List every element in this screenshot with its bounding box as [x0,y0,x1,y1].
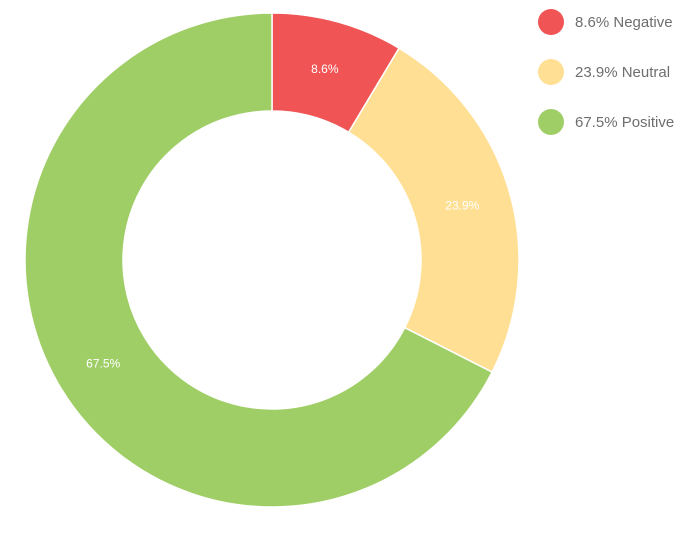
legend-swatch-negative [538,9,564,35]
legend-item-negative[interactable]: 8.6% Negative [538,9,674,35]
legend-label-neutral: 23.9% Neutral [575,63,671,81]
slice-positive[interactable] [24,12,494,508]
legend: 8.6% Negative 23.9% Neutral 67.5% Positi… [538,9,674,159]
legend-label-positive: 67.5% Positive [575,113,675,131]
legend-swatch-positive [538,109,564,135]
data-label-neutral: 23.9% [445,198,479,212]
legend-item-neutral[interactable]: 23.9% Neutral [538,59,674,85]
slice-neutral[interactable] [347,47,520,374]
legend-swatch-neutral [538,59,564,85]
legend-item-positive[interactable]: 67.5% Positive [538,109,674,135]
data-label-negative: 8.6% [311,62,339,76]
legend-label-negative: 8.6% Negative [575,13,673,31]
data-label-positive: 67.5% [86,356,120,370]
